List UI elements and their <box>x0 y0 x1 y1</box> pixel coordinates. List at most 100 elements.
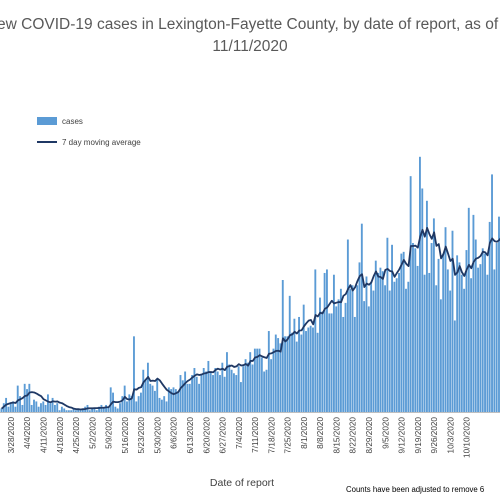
x-tick-label: 7/11/2020 <box>251 417 260 453</box>
bar-cases <box>305 331 307 412</box>
x-tick-label: 7/18/2020 <box>267 417 276 454</box>
bar-cases <box>463 288 466 412</box>
x-tick-label: 8/1/2020 <box>300 417 309 449</box>
bar-cases <box>179 375 182 412</box>
bar-cases <box>337 299 340 412</box>
bar-cases <box>167 387 170 412</box>
x-tick-label: 3/28/2020 <box>7 417 16 454</box>
bar-cases <box>230 369 233 412</box>
bar-cases <box>170 389 173 412</box>
bar-cases <box>91 408 94 412</box>
x-tick-label: 5/30/2020 <box>153 417 162 454</box>
bar-cases <box>126 401 128 412</box>
bar-cases <box>165 401 168 412</box>
bar-cases <box>9 403 12 412</box>
bar-cases <box>284 336 287 412</box>
bar-cases <box>191 375 194 412</box>
x-tick-label: 8/15/2020 <box>332 417 341 454</box>
x-tick-label: 9/26/2020 <box>430 417 439 454</box>
bar-cases <box>160 399 163 412</box>
bar-cases <box>186 383 189 412</box>
bar-cases <box>223 376 226 412</box>
bar-cases <box>288 295 291 412</box>
bar-cases <box>95 410 98 412</box>
x-tick-label: 6/20/2020 <box>202 417 211 454</box>
bar-cases <box>60 406 63 412</box>
bar-cases <box>472 214 475 412</box>
bar-cases <box>26 389 28 412</box>
bar-cases <box>265 369 268 412</box>
bar-cases <box>267 331 270 412</box>
bar-cases <box>193 368 196 412</box>
bar-cases <box>35 401 38 412</box>
bar-cases <box>370 281 373 412</box>
adjustment-note: Counts have been adjusted to remove 6 <box>346 485 484 494</box>
chart-title-line2: 11/11/2020 <box>212 38 288 55</box>
bar-cases <box>274 334 277 412</box>
bar-cases <box>142 369 145 412</box>
bar-cases <box>393 281 396 412</box>
bar-cases <box>428 272 431 412</box>
bar-cases <box>251 364 254 412</box>
bar-cases <box>444 227 447 412</box>
legend: cases 7 day moving average <box>37 117 141 147</box>
bar-cases <box>221 362 224 412</box>
bar-cases <box>402 251 405 412</box>
bar-cases <box>495 243 498 412</box>
bar-cases <box>123 385 126 412</box>
bar-cases <box>451 230 454 412</box>
bar-cases <box>98 406 101 412</box>
bar-cases <box>330 313 333 412</box>
x-tick-label: 5/23/2020 <box>137 417 146 454</box>
bar-cases <box>70 410 73 412</box>
bar-cases <box>33 399 35 412</box>
bar-cases <box>379 267 382 412</box>
bar-cases <box>449 290 452 412</box>
x-tick-label: 10/3/2020 <box>446 417 455 454</box>
bar-cases <box>256 348 259 412</box>
x-tick-label: 5/16/2020 <box>121 417 130 454</box>
bar-cases <box>42 401 45 412</box>
x-tick-label: 8/8/2020 <box>316 417 325 449</box>
bar-cases <box>263 371 266 412</box>
x-tick-label: 5/9/2020 <box>105 417 114 449</box>
bar-cases <box>446 269 449 412</box>
bar-cases <box>358 262 361 412</box>
bar-cases <box>212 375 214 412</box>
bar-cases <box>163 396 166 412</box>
bar-cases <box>246 362 249 412</box>
bar-cases <box>360 223 363 412</box>
bar-cases <box>144 380 147 412</box>
bar-cases <box>470 278 473 412</box>
bar-cases <box>479 264 482 412</box>
bar-cases <box>233 373 235 412</box>
moving-average-line-group <box>1 226 500 411</box>
bar-cases <box>74 410 77 412</box>
bar-cases <box>456 255 459 412</box>
x-tick-label: 10/10/2020 <box>463 417 472 458</box>
bar-cases <box>209 371 212 412</box>
bar-cases <box>242 366 245 412</box>
bar-cases <box>332 274 335 412</box>
bar-cases <box>465 250 468 412</box>
bar-cases <box>151 385 154 412</box>
bar-cases <box>21 404 24 412</box>
bar-cases <box>386 237 389 412</box>
bar-cases <box>77 408 80 412</box>
bar-cases <box>128 394 131 412</box>
bar-cases <box>198 383 201 412</box>
bar-cases <box>140 392 142 412</box>
x-tick-label: 8/22/2020 <box>349 417 358 454</box>
bar-cases <box>412 243 414 412</box>
bar-cases <box>200 375 203 412</box>
x-tick-label: 9/19/2020 <box>414 417 423 454</box>
bar-cases <box>105 404 108 412</box>
x-tick-label: 5/2/2020 <box>88 417 97 449</box>
x-tick-label: 4/25/2020 <box>72 417 81 454</box>
bar-cases <box>442 253 445 412</box>
bar-cases <box>460 274 463 412</box>
moving-average-line <box>1 226 500 411</box>
bar-cases <box>316 332 319 412</box>
bar-cases <box>481 248 484 412</box>
bar-cases <box>188 383 191 412</box>
